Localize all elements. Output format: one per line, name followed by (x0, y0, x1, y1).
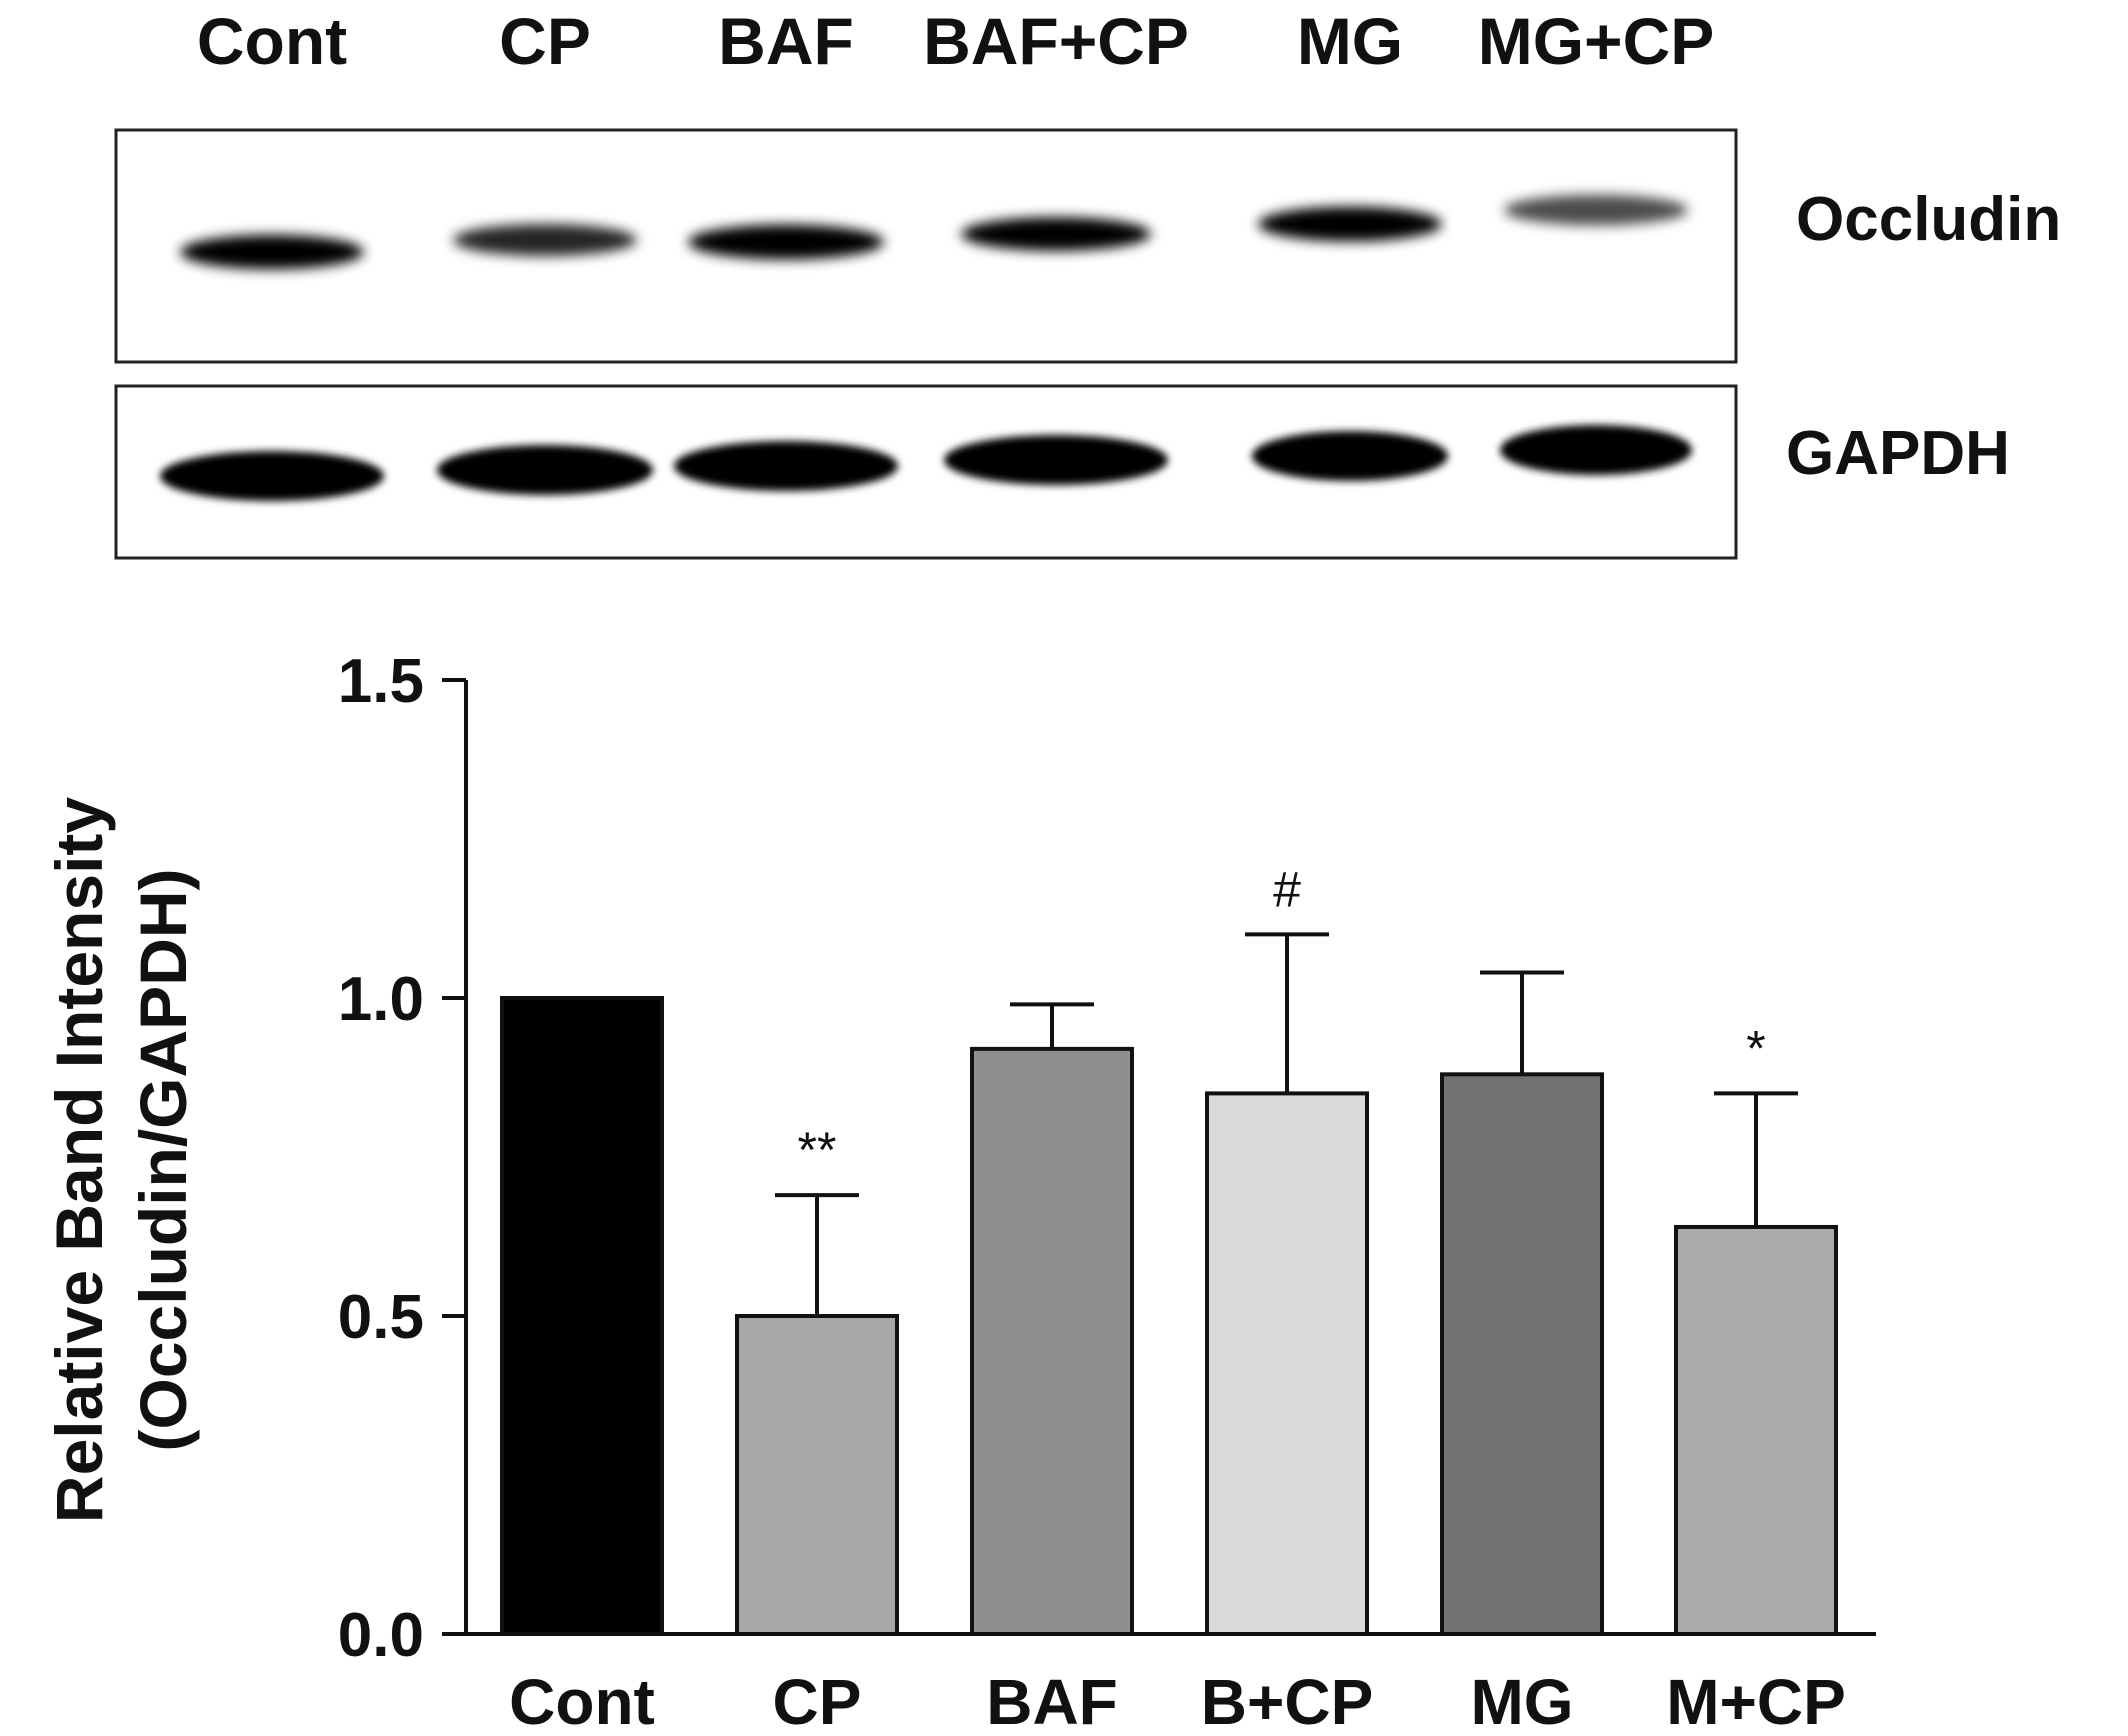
significance-labels: ** # * (798, 861, 1766, 1178)
bar (735, 1314, 899, 1636)
x-category-label: BAF (986, 1666, 1118, 1736)
y-tick-label: 0.0 (338, 1601, 424, 1670)
bars (500, 996, 1838, 1636)
occludin-band (1504, 194, 1688, 226)
bar (970, 1046, 1134, 1636)
x-category-label: CP (773, 1666, 862, 1736)
bar (1674, 1224, 1838, 1636)
bar (500, 996, 664, 1636)
occludin-band (688, 224, 884, 260)
bar (1205, 1091, 1369, 1636)
gapdh-band (944, 435, 1168, 485)
protein-label-occludin: Occludin (1796, 185, 2061, 254)
occludin-band (1258, 206, 1442, 242)
y-axis-title-line1: Relative Band Intensity (42, 797, 116, 1523)
occludin-band (180, 234, 364, 270)
occludin-band (961, 217, 1151, 251)
gapdh-band (674, 441, 898, 491)
lane-label: Cont (197, 4, 347, 78)
significance-label: ** (798, 1122, 837, 1178)
gapdh-band (160, 451, 384, 501)
gapdh-bands (160, 425, 1692, 501)
lane-label: MG+CP (1478, 4, 1715, 78)
significance-label: * (1746, 1020, 1765, 1076)
bar-chart: ** # * 0.0 0.5 1.0 1.5 Cont CP BAF B+CP MG M+CP Re… (42, 647, 1876, 1736)
lane-label: MG (1297, 4, 1403, 78)
gapdh-band (1252, 431, 1448, 481)
x-category-label: M+CP (1666, 1666, 1846, 1736)
lane-labels: Cont CP BAF BAF+CP MG MG+CP (197, 4, 1714, 78)
x-category-label: Cont (509, 1666, 655, 1736)
occludin-blot-panel (114, 128, 1738, 364)
error-bars (775, 932, 1798, 1316)
x-category-label: MG (1470, 1666, 1573, 1736)
y-ticks: 0.0 0.5 1.0 1.5 (338, 647, 466, 1670)
y-tick-label: 0.5 (338, 1283, 424, 1352)
y-tick-label: 1.0 (338, 965, 424, 1034)
x-category-labels: Cont CP BAF B+CP MG M+CP (509, 1666, 1846, 1736)
occludin-band (453, 224, 637, 256)
western-blot: Cont CP BAF BAF+CP MG MG+CP Occludin GAP… (114, 4, 2061, 560)
lane-label: CP (499, 4, 591, 78)
protein-label-gapdh: GAPDH (1786, 419, 2010, 488)
y-tick-label: 1.5 (338, 647, 424, 716)
gapdh-band (437, 445, 653, 495)
bar (1440, 1072, 1604, 1636)
gapdh-band (1500, 425, 1692, 475)
lane-label: BAF (718, 4, 854, 78)
significance-label: # (1273, 861, 1301, 917)
y-axis-title-line2: (Occludin/GAPDH) (126, 868, 200, 1451)
x-category-label: B+CP (1201, 1666, 1374, 1736)
gapdh-blot-panel (114, 384, 1738, 560)
occludin-bands (180, 194, 1688, 270)
lane-label: BAF+CP (923, 4, 1189, 78)
